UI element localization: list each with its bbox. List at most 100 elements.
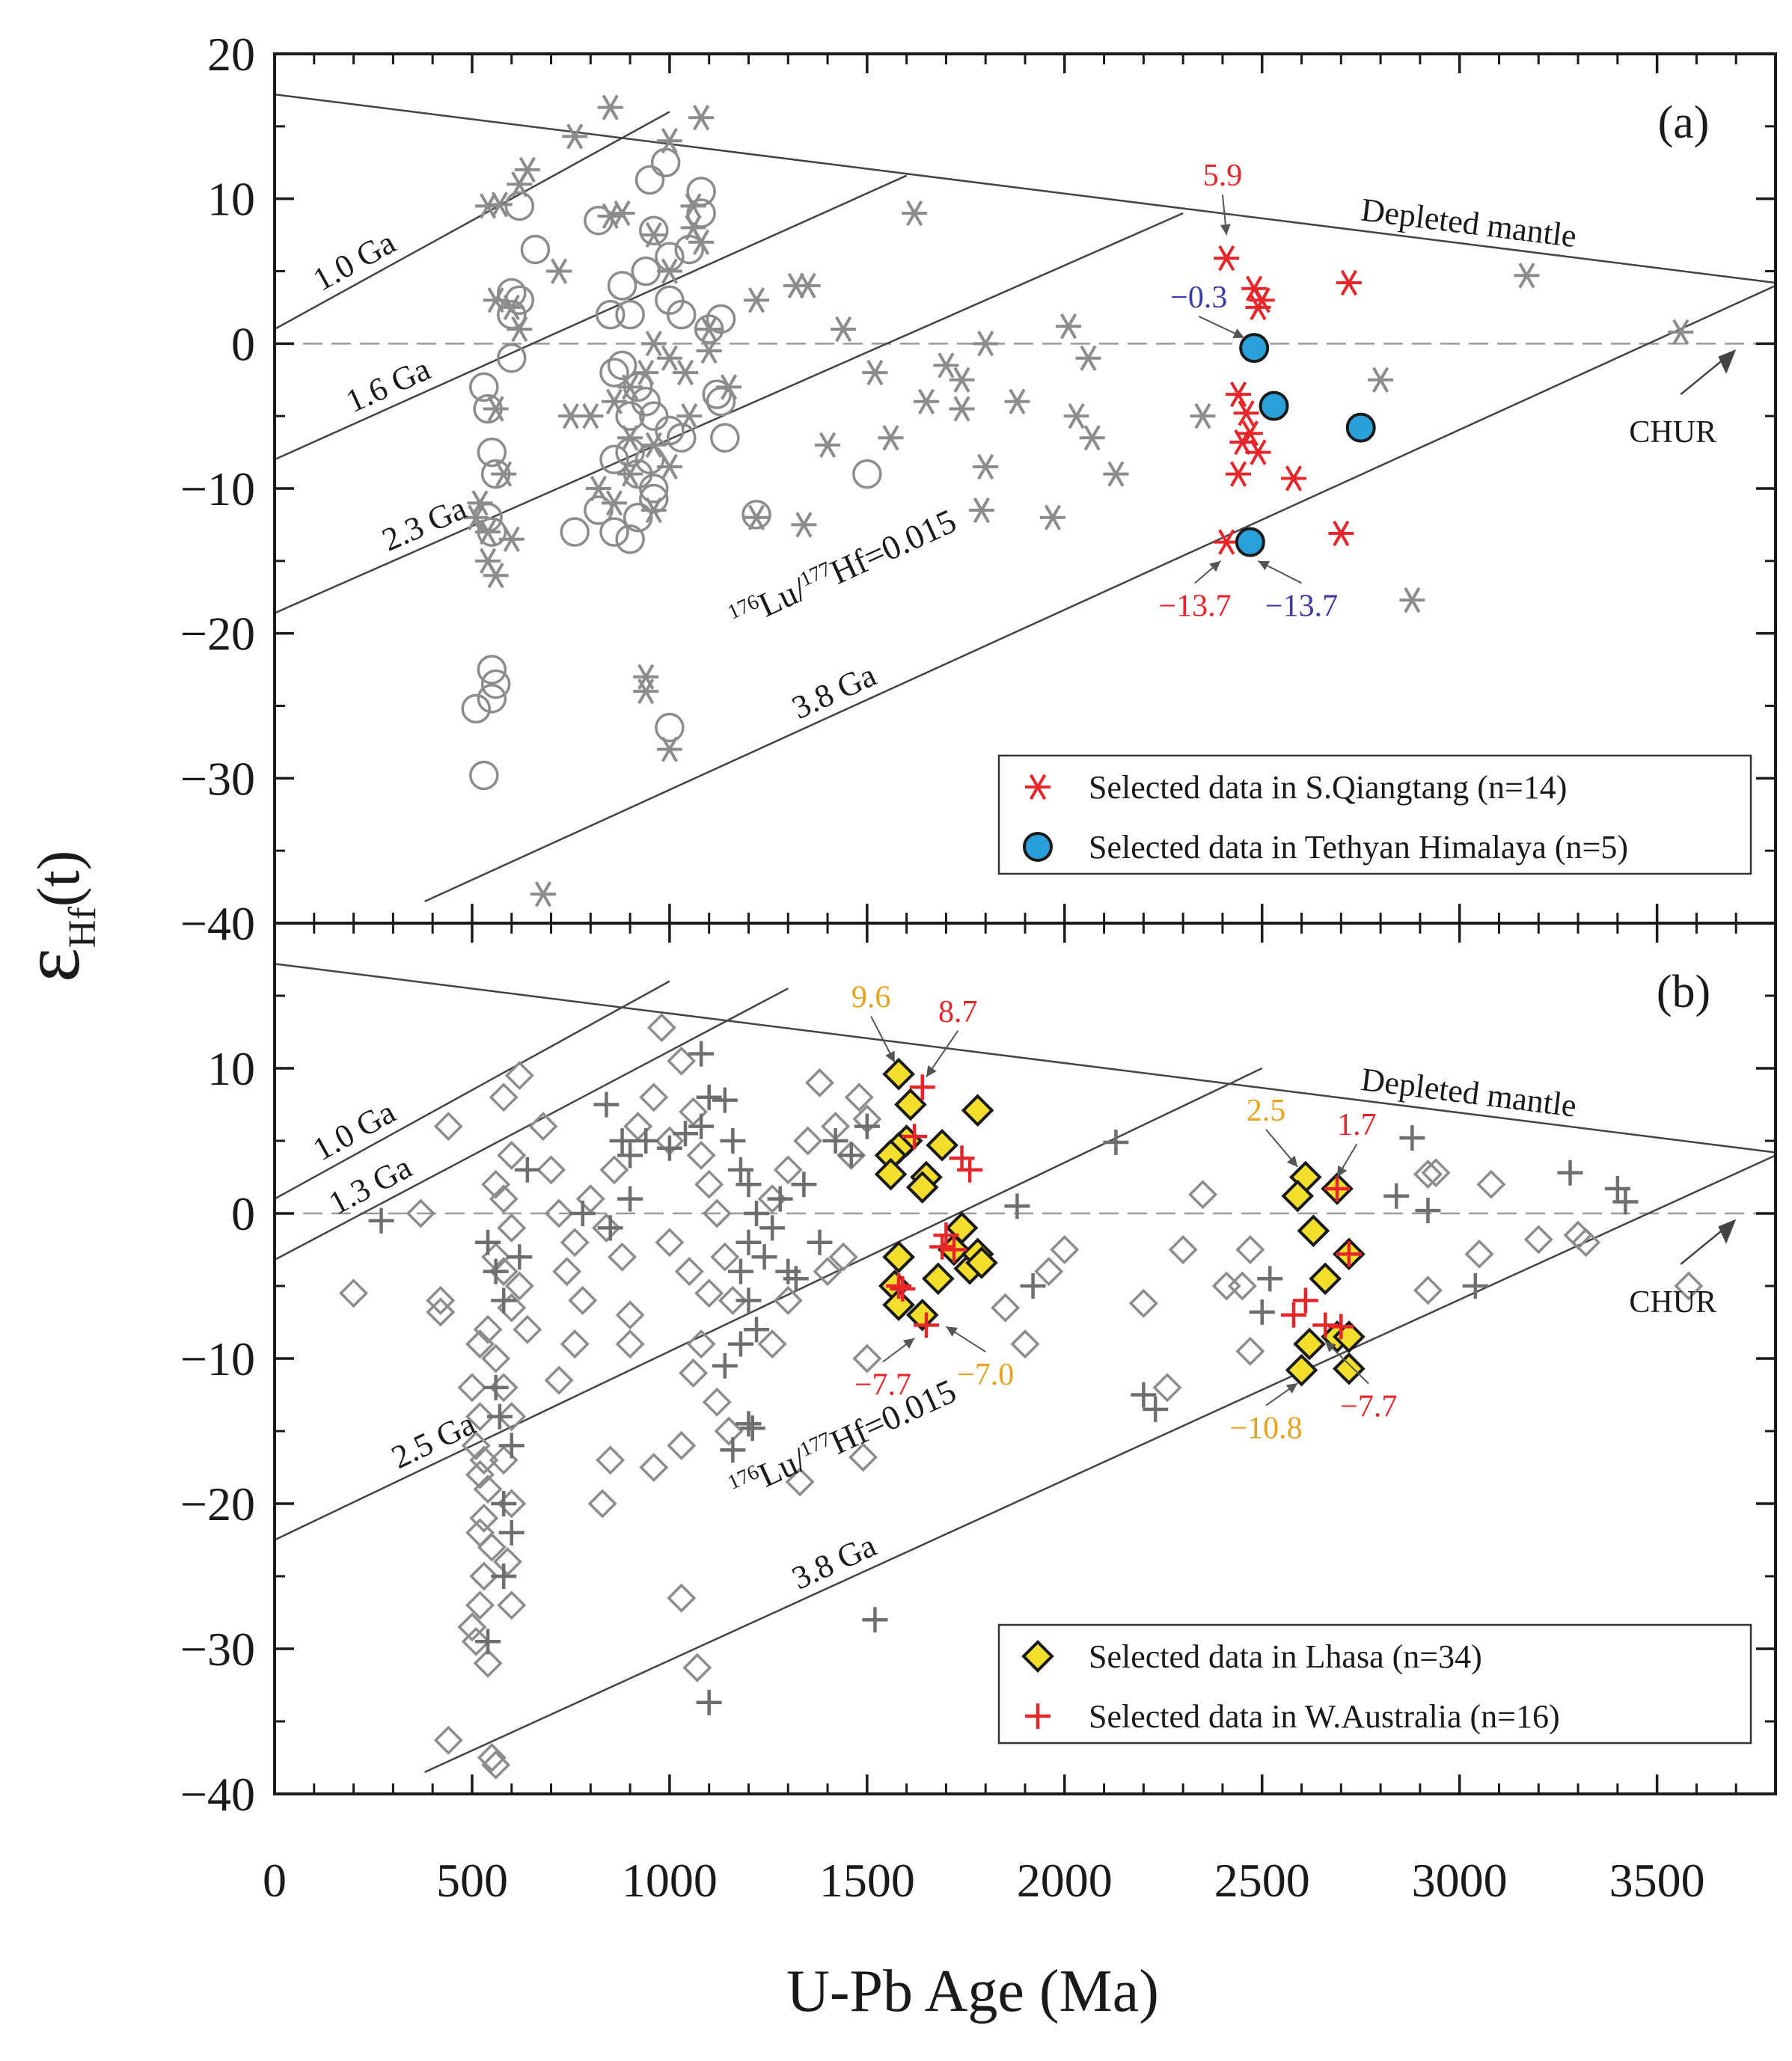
y-tick-label: −40 (180, 1768, 255, 1821)
selected-point-diamond (1309, 1262, 1342, 1296)
value-annotation: 9.6 (851, 981, 891, 1015)
background-circle-point (473, 502, 503, 533)
background-asterisk-point-stroke (519, 156, 536, 183)
selected-point-diamond (905, 1171, 939, 1204)
legend-entry: Selected data in W.Australia (n=16) (1089, 1698, 1560, 1735)
y-axis-label-tail: (t) (26, 851, 92, 907)
background-diamond-point (694, 1169, 724, 1199)
value-annotation: 5.9 (1203, 159, 1243, 193)
y-tick-label: −40 (180, 897, 255, 950)
background-asterisk-point-stroke (622, 374, 639, 400)
selected-point-asterisk (1226, 381, 1252, 408)
chur-label: CHUR (1629, 1285, 1716, 1320)
selected-point-asterisk-stroke (1218, 529, 1235, 555)
legend-marker-diamond (1021, 1640, 1054, 1673)
background-diamond-point (544, 1365, 574, 1395)
background-circle-point (702, 379, 732, 409)
background-circle-point (473, 393, 503, 424)
annotation-arrow-head (1258, 560, 1270, 571)
background-diamond-point (1413, 1276, 1443, 1305)
background-circle-point (650, 147, 681, 177)
crustal-evolution-line (275, 111, 670, 331)
legend-marker-asterisk (1025, 774, 1051, 800)
background-plus-point (862, 1607, 888, 1633)
background-asterisk-point (483, 396, 509, 422)
background-asterisk-point (1075, 345, 1101, 371)
chur-arrow-head (1718, 349, 1737, 375)
background-circle-point (623, 372, 653, 402)
background-diamond-point (1413, 1160, 1443, 1189)
background-plus-point (736, 1411, 762, 1437)
background-asterisk-point-stroke (534, 881, 552, 907)
background-plus-point (491, 1564, 517, 1589)
annotation-arrow-head (926, 1065, 937, 1077)
crustal-evolution-line (275, 174, 908, 461)
background-asterisk-point-stroke (605, 388, 623, 414)
selected-point-asterisk (1245, 439, 1271, 465)
selected-point-plus (1292, 1287, 1318, 1314)
background-plus-point (1415, 1198, 1441, 1224)
background-circle-point (599, 517, 629, 547)
depleted-mantle-line (275, 963, 1776, 1154)
background-asterisk-point-stroke (747, 287, 765, 313)
background-diamond-point (615, 1300, 645, 1330)
background-diamond-point (679, 1358, 709, 1388)
annotation-arrow-head (885, 1050, 895, 1063)
background-circle-point (560, 517, 590, 547)
crustal-evolution-line (275, 1067, 1263, 1541)
background-diamond-point (1235, 1336, 1265, 1366)
background-circle-point (599, 358, 629, 388)
background-diamond-point (1050, 1235, 1080, 1264)
background-diamond-point (710, 1242, 740, 1272)
background-circle-point (674, 234, 705, 265)
background-diamond-point (465, 1402, 495, 1432)
background-diamond-point (718, 1285, 747, 1315)
background-plus-point (609, 1128, 635, 1154)
background-diamond-point (599, 1155, 629, 1185)
legend-entry: Selected data in Lhasa (n=34) (1089, 1638, 1482, 1675)
background-circle-point (634, 165, 665, 195)
background-diamond-point (623, 1112, 653, 1142)
background-plus-point (1004, 1193, 1030, 1219)
background-diamond-point (457, 1373, 487, 1403)
background-diamond-point (465, 1460, 495, 1489)
background-asterisk-point-stroke (747, 504, 765, 530)
y-tick-label: −20 (180, 1477, 255, 1531)
y-axis-label-epsilon: ε (5, 948, 97, 982)
panel-plot-area (275, 93, 1776, 907)
background-plus-point (736, 1287, 762, 1314)
background-asterisk-point-stroke (819, 432, 837, 459)
background-asterisk-point (815, 432, 841, 459)
background-diamond-point (639, 1453, 669, 1482)
background-asterisk-point (973, 453, 999, 480)
background-asterisk-point (1399, 587, 1425, 613)
selected-point-asterisk (1226, 461, 1252, 487)
background-diamond-point (694, 1278, 724, 1308)
legend-marker-asterisk-stroke (1029, 774, 1047, 800)
background-asterisk-point-stroke (882, 425, 899, 451)
background-diamond-point (991, 1293, 1021, 1323)
selected-point-diamond (1293, 1327, 1326, 1361)
background-diamond-point (686, 1329, 716, 1359)
background-diamond-point (497, 1402, 527, 1432)
background-circle-point (686, 177, 716, 206)
background-asterisk-point-stroke (866, 359, 884, 386)
background-circle-point (607, 350, 637, 381)
annotation-arrow-head (1286, 1155, 1298, 1167)
legend-entry: Selected data in Tethyan Himalaya (n=5) (1089, 829, 1628, 866)
background-asterisk-point-stroke (479, 548, 497, 574)
background-plus-point (838, 1142, 864, 1169)
background-diamond-point (773, 1155, 803, 1185)
x-tick-label: 2000 (1017, 1854, 1113, 1907)
background-asterisk-point (1103, 461, 1129, 487)
y-tick-label: −10 (180, 1332, 255, 1385)
background-diamond-point (615, 1329, 645, 1359)
background-circle-point (595, 299, 626, 330)
chur-arrow-head (1718, 1219, 1737, 1244)
background-diamond-point (702, 1198, 732, 1228)
background-asterisk-point (514, 156, 540, 183)
background-asterisk-point-stroke (977, 331, 994, 357)
background-asterisk-point (862, 359, 888, 386)
depleted-mantle-line (275, 93, 1776, 284)
background-diamond-point (805, 1068, 834, 1097)
